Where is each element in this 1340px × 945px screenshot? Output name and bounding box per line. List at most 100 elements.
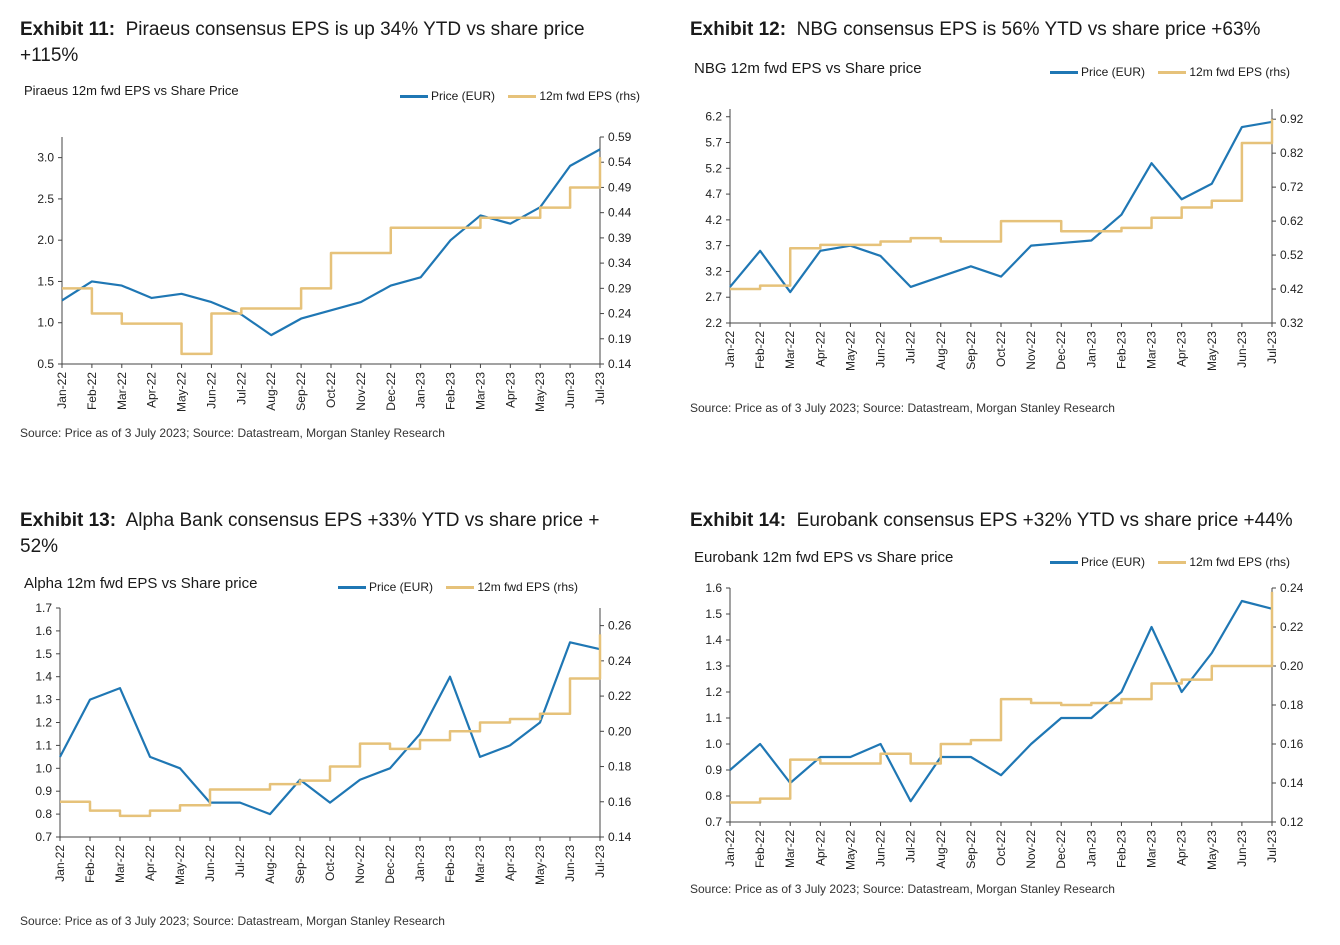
legend-eps: 12m fwd EPS (rhs)	[1158, 65, 1290, 79]
x-tick-label: Jul-22	[233, 845, 247, 878]
exhibit-heading: Alpha Bank consensus EPS +33% YTD vs sha…	[20, 510, 600, 557]
y-tick-label-left: 1.5	[35, 647, 52, 661]
chart-eurobank: 0.7 0.8 0.9 1.0 1.1 1.2 1.3 1.4 1.5 1.6 0.12 0.14 0.…	[705, 581, 1304, 870]
exhibit-label: Exhibit 13:	[20, 510, 117, 531]
x-tick-label: Feb-22	[753, 830, 767, 868]
x-tick-label: Jun-23	[563, 845, 577, 882]
x-tick-label: Apr-23	[503, 372, 517, 408]
x-tick-label: Nov-22	[354, 372, 368, 411]
exhibit-label: Exhibit 12:	[690, 19, 787, 40]
exhibit-11: Exhibit 11: Piraeus consensus EPS is up …	[20, 17, 640, 447]
chart-subtitle: NBG 12m fwd EPS vs Share price	[694, 60, 922, 77]
series-eps-line	[730, 591, 1274, 804]
exhibit-13: Exhibit 13: Alpha Bank consensus EPS +33…	[20, 508, 632, 938]
x-tick-label: Jun-23	[1235, 830, 1249, 867]
x-tick-label: Oct-22	[323, 845, 337, 881]
y-tick-label-right: 0.24	[1280, 581, 1304, 595]
x-tick-label: Jul-23	[593, 372, 607, 405]
x-tick-label: Jun-22	[203, 845, 217, 882]
x-tick-label: Mar-23	[1145, 830, 1159, 868]
chart-legend: Price (EUR) 12m fwd EPS (rhs)	[390, 89, 640, 103]
x-tick-label: Apr-22	[145, 372, 159, 408]
y-tick-label-right: 0.92	[1280, 112, 1304, 126]
y-tick-label-left: 0.8	[705, 789, 722, 803]
y-tick-label-left: 2.5	[37, 192, 54, 206]
y-tick-label-right: 0.26	[608, 619, 632, 633]
y-tick-label-left: 2.2	[705, 316, 722, 330]
legend-eps: 12m fwd EPS (rhs)	[1158, 555, 1290, 569]
y-tick-label-left: 3.2	[705, 264, 722, 278]
exhibit-heading: Piraeus consensus EPS is up 34% YTD vs s…	[20, 19, 585, 66]
exhibit-title: Exhibit 11: Piraeus consensus EPS is up …	[20, 17, 620, 69]
legend-swatch-eps	[1158, 71, 1187, 75]
x-tick-label: Mar-22	[115, 372, 129, 410]
x-tick-label: Nov-22	[353, 845, 367, 884]
y-tick-label-right: 0.54	[608, 155, 632, 169]
x-tick-label: May-22	[173, 845, 187, 885]
x-tick-label: May-23	[533, 372, 547, 412]
y-tick-label-right: 0.72	[1280, 180, 1304, 194]
y-tick-label-left: 5.2	[705, 161, 722, 175]
series-price-line	[61, 148, 601, 337]
x-tick-label: May-22	[175, 372, 189, 412]
y-tick-label-left: 1.3	[705, 659, 722, 673]
y-tick-label-right: 0.62	[1280, 214, 1304, 228]
x-tick-label: Dec-22	[1054, 830, 1068, 869]
x-tick-label: May-22	[843, 331, 857, 371]
x-tick-label: Jul-22	[904, 830, 918, 863]
x-tick-label: Feb-23	[1114, 830, 1128, 868]
x-tick-label: Nov-22	[1024, 331, 1038, 370]
x-tick-label: Jul-22	[234, 372, 248, 405]
y-tick-label-right: 0.14	[608, 830, 632, 844]
exhibit-14: Exhibit 14: Eurobank consensus EPS +32% …	[690, 508, 1320, 918]
x-tick-label: Apr-22	[143, 845, 157, 881]
x-tick-label: Jan-23	[413, 845, 427, 882]
x-tick-label: May-23	[1205, 830, 1219, 870]
x-tick-label: Aug-22	[934, 331, 948, 370]
legend-eps: 12m fwd EPS (rhs)	[508, 89, 640, 103]
chart-legend: Price (EUR) 12m fwd EPS (rhs)	[1040, 555, 1290, 569]
exhibit-heading: NBG consensus EPS is 56% YTD vs share pr…	[796, 19, 1261, 40]
x-tick-label: Mar-23	[473, 372, 487, 410]
series-price-line	[729, 120, 1273, 294]
x-tick-label: Jan-23	[1084, 830, 1098, 867]
y-tick-label-right: 0.44	[608, 206, 632, 220]
y-tick-label-right: 0.22	[608, 689, 632, 703]
y-tick-label-right: 0.12	[1280, 815, 1304, 829]
y-tick-label-left: 1.2	[705, 685, 722, 699]
y-tick-label-left: 1.0	[705, 737, 722, 751]
x-tick-label: Sep-22	[964, 830, 978, 869]
legend-swatch-price	[1050, 71, 1078, 75]
x-tick-label: Aug-22	[934, 830, 948, 869]
y-tick-label-left: 1.1	[35, 738, 52, 752]
x-tick-label: Oct-22	[994, 830, 1008, 866]
y-tick-label-left: 1.6	[705, 581, 722, 595]
y-tick-label-right: 0.59	[608, 130, 632, 144]
x-tick-label: Aug-22	[264, 372, 278, 411]
x-tick-label: Dec-22	[1054, 331, 1068, 370]
chart-nbg: 2.2 2.7 3.2 3.7 4.2 4.7 5.2 5.7 6.2 0.32 0.42 0.52 0…	[705, 109, 1304, 371]
y-tick-label-right: 0.24	[608, 307, 632, 321]
y-tick-label-left: 0.9	[705, 763, 722, 777]
y-tick-label-left: 1.6	[35, 624, 52, 638]
x-tick-label: Jan-22	[55, 372, 69, 409]
legend-eps: 12m fwd EPS (rhs)	[446, 580, 578, 594]
source-note: Source: Price as of 3 July 2023; Source:…	[20, 426, 445, 440]
y-tick-label-left: 4.2	[705, 213, 722, 227]
x-tick-label: Jul-23	[1265, 331, 1279, 364]
x-tick-label: Jan-23	[1084, 331, 1098, 368]
y-tick-label-left: 1.4	[35, 670, 52, 684]
y-tick-label-left: 1.2	[35, 716, 52, 730]
y-tick-label-right: 0.16	[608, 795, 632, 809]
legend-swatch-price	[1050, 561, 1078, 565]
y-tick-label-right: 0.20	[608, 724, 632, 738]
x-tick-label: Jan-22	[723, 830, 737, 867]
x-tick-label: Sep-22	[294, 372, 308, 411]
x-tick-label: Feb-23	[444, 372, 458, 410]
y-tick-label-right: 0.34	[608, 256, 632, 270]
y-tick-label-right: 0.19	[608, 332, 632, 346]
chart-subtitle: Piraeus 12m fwd EPS vs Share Price	[24, 83, 239, 98]
chart-alpha: 0.7 0.8 0.9 1.0 1.1 1.2 1.3 1.4 1.5 1.6 1.7 0.14 0.1…	[35, 601, 632, 885]
x-tick-label: Mar-23	[473, 845, 487, 883]
x-tick-label: Apr-23	[1175, 331, 1189, 367]
